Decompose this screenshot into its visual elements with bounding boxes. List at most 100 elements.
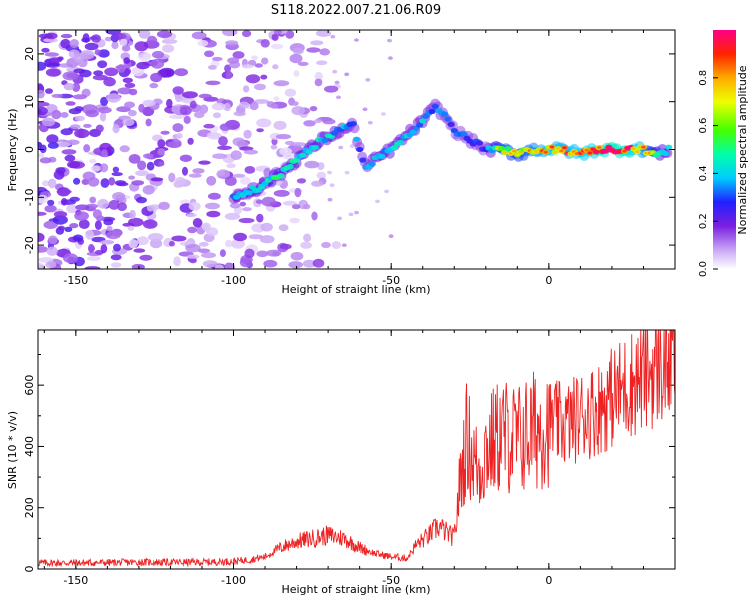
heatmap-noise-blob	[38, 83, 44, 92]
heatmap-noise-blob	[247, 59, 257, 66]
ridge-peak	[549, 145, 555, 149]
heatmap-noise-blob	[122, 77, 133, 84]
ridge-core	[359, 157, 367, 163]
heatmap-noise-blob	[72, 82, 81, 93]
heatmap-noise-blob	[199, 241, 209, 247]
heatmap-noise-blob	[311, 211, 318, 221]
heatmap-noise-blob	[100, 96, 109, 106]
spectrogram-xlabel: Height of straight line (km)	[281, 283, 430, 296]
heatmap-noise-blob	[38, 194, 48, 204]
heatmap-noise-blob	[179, 106, 192, 116]
heatmap-noise-blob	[118, 33, 127, 39]
heatmap-noise-blob	[147, 233, 164, 242]
heatmap-noise-blob	[302, 204, 311, 210]
heatmap-noise-blob	[314, 78, 323, 87]
heatmap-noise-blob	[51, 93, 64, 98]
heatmap-noise-blob	[270, 43, 284, 50]
heatmap-noise-blob	[83, 123, 92, 128]
heatmap-noise-blob	[87, 256, 101, 261]
ridge-core	[356, 146, 364, 153]
heatmap-noise-blob	[128, 175, 136, 180]
heatmap-noise-blob	[192, 218, 203, 228]
snr-ytick-label: 0	[23, 566, 36, 573]
heatmap-noise-blob	[38, 101, 50, 107]
heatmap-noise-blob	[182, 91, 198, 99]
heatmap-noise-blob	[73, 53, 85, 63]
ridge-core	[475, 140, 484, 146]
heatmap-noise-blob	[42, 180, 50, 187]
heatmap-noise-blob	[219, 123, 231, 131]
heatmap-noise-blob	[78, 219, 90, 229]
snr-series-line	[38, 330, 675, 568]
heatmap-noise-blob	[63, 253, 78, 264]
heatmap-noise-blob	[271, 33, 279, 41]
heatmap-noise-blob	[38, 246, 49, 253]
heatmap-noise-blob	[273, 96, 280, 102]
heatmap-noise-blob	[216, 169, 230, 180]
heatmap-noise-blob	[90, 165, 101, 172]
heatmap-noise-blob	[224, 176, 237, 187]
heatmap-noise-blob	[162, 44, 175, 53]
heatmap-noise-blob	[314, 118, 323, 124]
figure-title: S118.2022.007.21.06.R09	[271, 3, 441, 18]
heatmap-noise-blob	[255, 199, 263, 204]
heatmap-noise-blob	[172, 86, 184, 95]
heatmap-noise-blob	[207, 65, 217, 70]
heatmap-noise-blob	[99, 142, 112, 153]
ridge-peak	[622, 149, 627, 153]
heatmap-noise-blob	[243, 149, 258, 155]
heatmap-noise-blob	[72, 234, 84, 242]
heatmap-noise-blob	[186, 213, 198, 218]
heatmap-noise-blob	[41, 117, 56, 127]
ridge-peak	[635, 150, 640, 154]
ridge-peak	[606, 145, 611, 149]
heatmap-noise-blob	[94, 49, 101, 56]
heatmap-noise-blob	[239, 257, 252, 268]
colorbar-tick-label: 0.8	[698, 70, 709, 86]
heatmap-noise-blob	[171, 235, 187, 242]
spectrogram-cells	[38, 30, 673, 269]
heatmap-noise-blob	[55, 167, 66, 174]
snr-ytick-label: 600	[23, 375, 36, 396]
heatmap-noise-blob	[97, 106, 112, 114]
heatmap-noise-blob	[168, 240, 175, 247]
heatmap-noise-blob	[74, 211, 89, 221]
heatmap-noise-blob	[101, 149, 108, 157]
heatmap-noise-blob	[273, 189, 290, 197]
heatmap-noise-blob	[99, 163, 109, 173]
heatmap-noise-blob	[138, 30, 151, 39]
heatmap-noise-blob	[124, 68, 132, 75]
heatmap-noise-blob	[175, 133, 183, 139]
heatmap-noise-blob	[100, 178, 110, 188]
snr-xtick-label: 0	[545, 574, 552, 587]
heatmap-noise-blob	[57, 225, 65, 231]
ridge-core	[504, 146, 512, 152]
heatmap-noise-blob	[129, 209, 136, 220]
heatmap-noise-blob	[191, 31, 207, 40]
heatmap-noise-blob	[260, 39, 270, 48]
heatmap-noise-blob	[240, 176, 251, 185]
spectrogram-ytick-label: -10	[23, 188, 36, 206]
heatmap-noise-blob	[116, 182, 129, 187]
heatmap-noise-blob	[104, 67, 119, 77]
heatmap-noise-blob	[113, 243, 121, 252]
ridge-core	[431, 103, 439, 109]
heatmap-noise-blob	[336, 95, 341, 100]
heatmap-noise-blob	[202, 260, 218, 268]
heatmap-noise-blob	[266, 101, 275, 108]
heatmap-noise-blob	[166, 98, 173, 108]
heatmap-noise-blob	[85, 229, 95, 240]
snr-xtick-label: -100	[221, 574, 246, 587]
heatmap-noise-blob	[290, 142, 307, 147]
heatmap-noise-blob	[124, 82, 136, 88]
heatmap-noise-blob	[112, 192, 126, 201]
heatmap-noise-blob	[214, 264, 224, 269]
heatmap-noise-blob	[43, 37, 59, 43]
ridge-peak	[512, 149, 517, 153]
ridge-core	[428, 108, 436, 115]
heatmap-noise-blob	[60, 38, 71, 49]
ridge-core	[397, 139, 405, 145]
heatmap-noise-blob	[47, 235, 58, 245]
heatmap-noise-blob	[70, 124, 81, 130]
heatmap-noise-blob	[224, 212, 241, 220]
